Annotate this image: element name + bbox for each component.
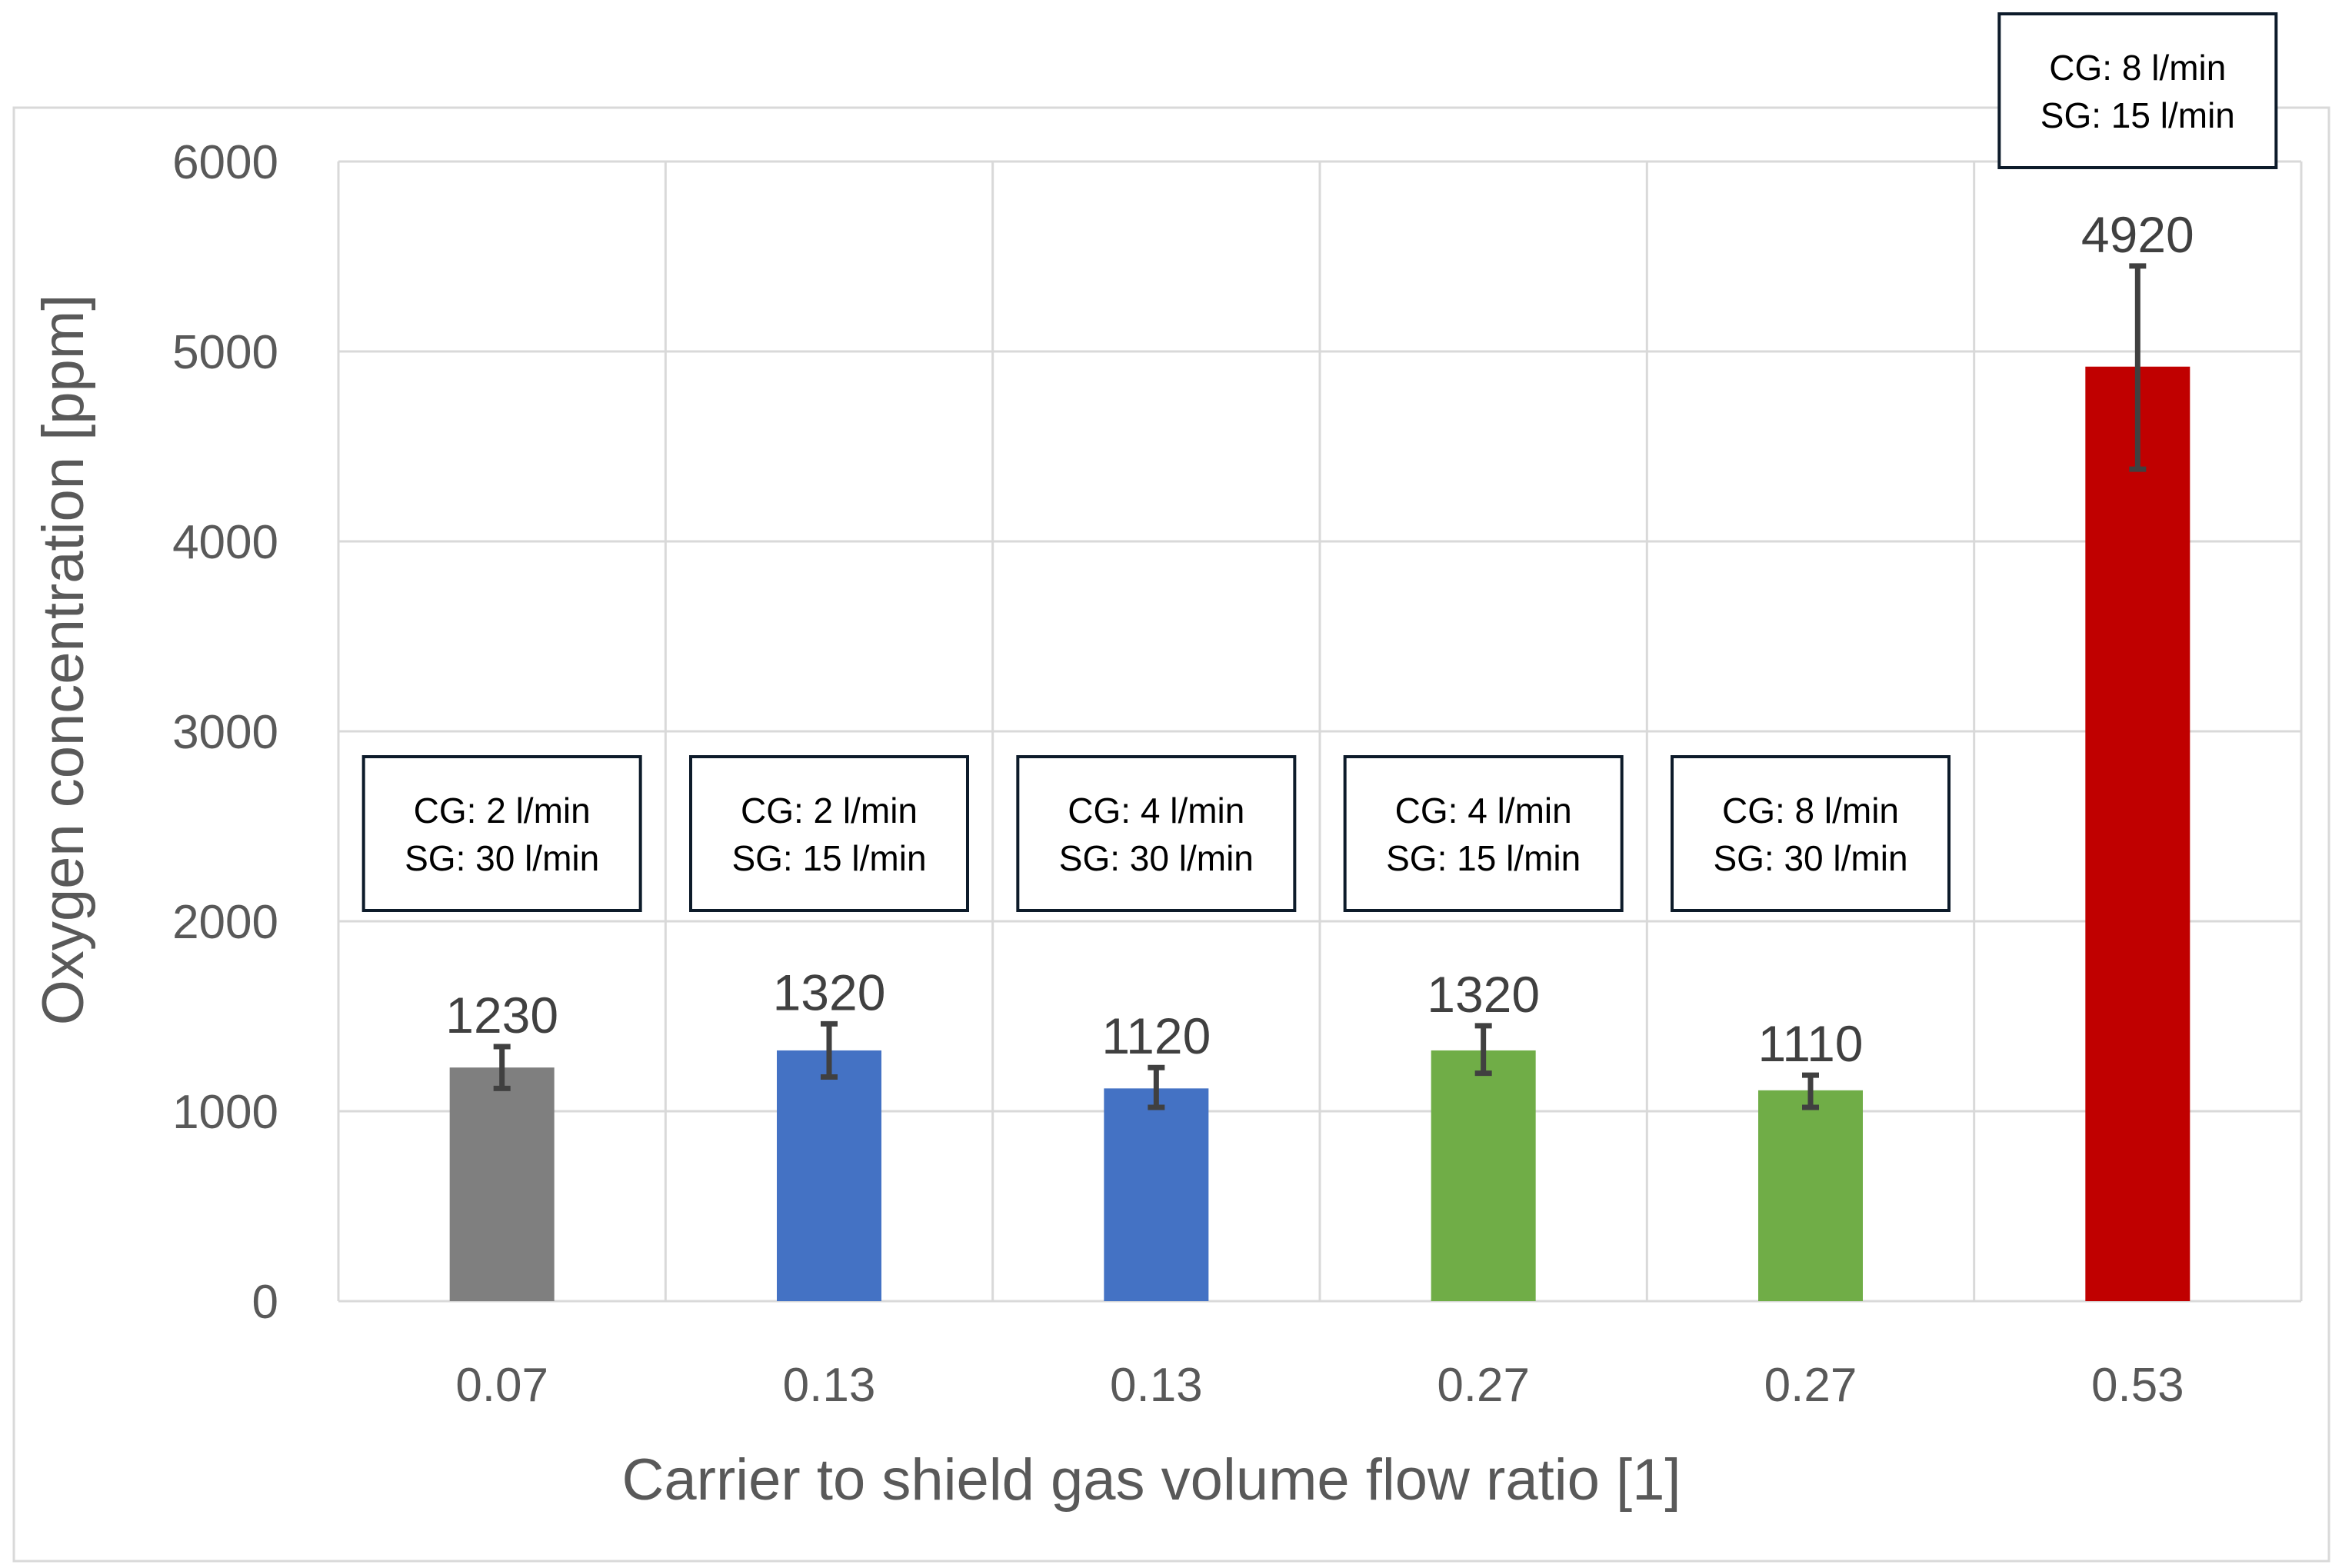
annotation-frame [1016,755,1297,912]
gridlines [337,160,2303,1303]
annotation-line-2: SG: 30 l/min [1713,838,1907,878]
x-tick-label: 0.07 [455,1359,548,1412]
bar [1104,1088,1209,1301]
bars [449,366,2190,1301]
data-label: 1120 [1101,1007,1211,1064]
annotation-frame [1671,755,1951,912]
annotation-line-1: CG: 4 l/min [1068,791,1244,831]
y-tick-label: 5000 [172,326,278,379]
y-tick-label: 0 [252,1276,278,1329]
data-label: 1230 [445,987,558,1044]
error-bars [493,263,2147,1110]
y-tick-label: 4000 [172,516,278,569]
annotation-line-1: CG: 2 l/min [741,791,918,831]
annotation-frame [1343,755,1624,912]
x-tick-labels: 0.07 0.13 0.13 0.27 0.27 0.53 [455,1359,2184,1412]
y-axis-title: Oxygen concentration [ppm] [31,295,96,1026]
annotation-frame [1997,12,2278,169]
data-label: 1110 [1757,1015,1863,1072]
annotation-line-2: SG: 15 l/min [731,838,926,878]
x-tick-label: 0.13 [783,1359,876,1412]
annotation-line-2: SG: 30 l/min [405,838,599,878]
annotation-frame [689,755,969,912]
x-axis-title: Carrier to shield gas volume flow ratio … [621,1447,1681,1513]
annotation-line-1: CG: 8 l/min [2049,48,2226,88]
annotation-box: CG: 2 l/min SG: 15 l/min [689,755,969,912]
annotation-frame [361,755,642,912]
y-tick-label: 6000 [172,136,278,189]
annotation-line-2: SG: 30 l/min [1059,838,1254,878]
bar [1758,1090,1863,1301]
annotation-box: CG: 4 l/min SG: 15 l/min [1343,755,1624,912]
annotation-box: CG: 8 l/min SG: 15 l/min [1997,12,2278,169]
annotation-line-1: CG: 4 l/min [1395,791,1572,831]
annotation-line-2: SG: 15 l/min [2041,95,2235,135]
bar [777,1050,881,1301]
y-tick-labels: 0 1000 2000 3000 4000 5000 6000 [172,136,278,1329]
y-tick-label: 3000 [172,706,278,759]
annotation-box: CG: 8 l/min SG: 30 l/min [1671,755,1951,912]
data-label: 1320 [773,964,886,1020]
data-labels: 1230 1320 1120 1320 1110 4920 [445,206,2194,1072]
x-tick-label: 0.27 [1437,1359,1530,1412]
annotation-line-2: SG: 15 l/min [1386,838,1581,878]
annotation-box: CG: 4 l/min SG: 30 l/min [1016,755,1297,912]
data-label: 4920 [2081,206,2194,263]
x-tick-label: 0.53 [2091,1359,2184,1412]
y-tick-label: 1000 [172,1086,278,1139]
x-tick-label: 0.27 [1764,1359,1857,1412]
annotation-box: CG: 2 l/min SG: 30 l/min [361,755,642,912]
x-tick-label: 0.13 [1110,1359,1203,1412]
bar [1431,1050,1536,1301]
annotation-line-1: CG: 2 l/min [414,791,591,831]
y-tick-label: 2000 [172,896,278,949]
bar [449,1067,555,1301]
bar [2085,366,2190,1301]
data-label: 1320 [1427,966,1540,1023]
annotations: CG: 2 l/min SG: 30 l/min CG: 2 l/min SG: 15… [361,12,2278,912]
annotation-line-1: CG: 8 l/min [1722,791,1899,831]
